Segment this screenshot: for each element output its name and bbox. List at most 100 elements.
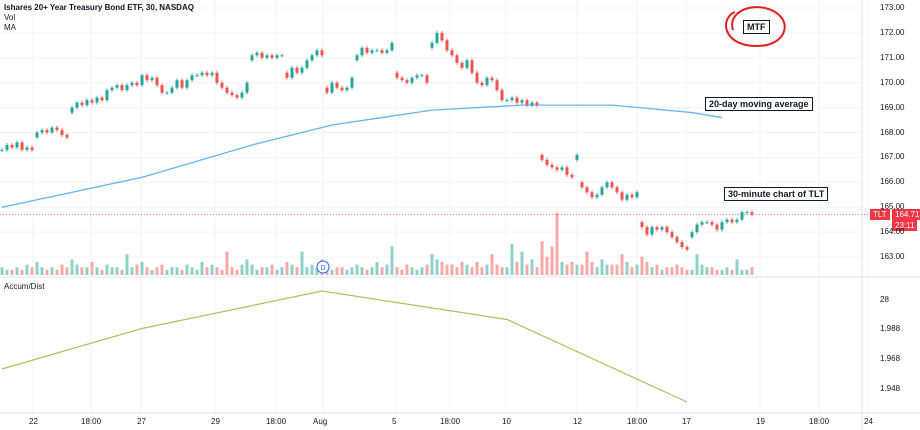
candle-body xyxy=(225,87,229,93)
volume-bar xyxy=(155,267,159,275)
volume-bar xyxy=(580,264,584,275)
time-tick: 18:00 xyxy=(81,417,102,426)
annotation-mtf[interactable]: MTF xyxy=(743,20,770,34)
candle-body xyxy=(240,92,244,98)
candle-body xyxy=(150,77,154,81)
candle-body xyxy=(540,154,544,160)
volume-bar xyxy=(740,269,744,275)
candle-body xyxy=(235,95,239,98)
volume-bar xyxy=(115,267,119,275)
volume-bar xyxy=(20,269,24,275)
candle-body xyxy=(430,42,434,48)
candle-body xyxy=(5,144,9,150)
candle-body xyxy=(440,32,444,41)
time-tick: 5 xyxy=(392,417,397,426)
candle-body xyxy=(210,72,214,76)
candle-body xyxy=(480,82,484,86)
candle-body xyxy=(500,90,504,101)
volume-bar xyxy=(5,269,9,275)
volume-bar xyxy=(685,269,689,275)
candle-body xyxy=(310,55,314,61)
candle-body xyxy=(280,55,284,57)
volume-bar xyxy=(355,264,359,275)
volume-bar xyxy=(715,269,719,275)
price-tick: 172.00 xyxy=(880,27,905,37)
volume-bar xyxy=(215,267,219,275)
accum-dist-tick: 1.968 xyxy=(880,354,901,363)
candle-body xyxy=(595,194,599,198)
volume-bar xyxy=(425,264,429,275)
candle-body xyxy=(450,50,454,56)
candle-body xyxy=(120,85,124,91)
candle-body xyxy=(585,187,589,193)
volume-bar xyxy=(55,269,59,275)
candle-body xyxy=(40,130,44,133)
candle-body xyxy=(315,50,319,56)
candle-body xyxy=(630,194,634,198)
volume-bar xyxy=(305,267,309,275)
volume-bar xyxy=(245,259,249,275)
volume-bar xyxy=(375,262,379,275)
volume-bar xyxy=(140,262,144,275)
candle-body xyxy=(345,87,349,91)
volume-bar xyxy=(100,269,104,275)
candle-body xyxy=(625,194,629,200)
candle-body xyxy=(305,60,309,68)
candle-body xyxy=(460,62,464,68)
volume-bar xyxy=(705,267,709,275)
candle-body xyxy=(505,100,509,102)
candle-body xyxy=(80,102,84,106)
candle-body xyxy=(465,60,469,68)
highlight-circle xyxy=(725,6,786,48)
volume-bar xyxy=(250,264,254,275)
candle-body xyxy=(250,55,254,61)
candle-body xyxy=(485,77,489,86)
candle-body xyxy=(680,242,684,248)
candle-body xyxy=(645,227,649,235)
candle-body xyxy=(35,132,39,138)
volume-bar xyxy=(595,267,599,275)
indicator-vol[interactable]: Vol xyxy=(4,13,16,22)
price-tick: 165.00 xyxy=(880,202,905,212)
candle-body xyxy=(45,130,49,133)
volume-bar xyxy=(455,267,459,275)
volume-bar xyxy=(35,262,39,275)
candle-body xyxy=(640,222,644,228)
volume-bar xyxy=(230,267,234,275)
price-tick: 170.00 xyxy=(880,77,905,87)
dividend-event-icon[interactable] xyxy=(316,260,330,274)
annotation-chart[interactable]: 30-minute chart of TLT xyxy=(724,187,829,201)
volume-bar xyxy=(45,269,49,275)
time-tick: 27 xyxy=(137,417,146,426)
volume-bar xyxy=(555,212,559,275)
volume-bar xyxy=(290,264,294,275)
volume-bar xyxy=(670,267,674,275)
candle-body xyxy=(275,55,279,58)
candle-body xyxy=(160,85,164,93)
volume-bar xyxy=(545,256,549,275)
volume-bar xyxy=(330,269,334,275)
candle-body xyxy=(510,97,514,101)
candle-body xyxy=(100,97,104,101)
volume-bar xyxy=(735,259,739,275)
time-tick: 17 xyxy=(682,417,691,426)
indicator-ma[interactable]: MA xyxy=(4,23,16,32)
volume-bar xyxy=(560,262,564,275)
volume-bar xyxy=(630,267,634,275)
volume-bar xyxy=(435,259,439,275)
annotation-ma[interactable]: 20-day moving average xyxy=(705,97,813,111)
volume-bar xyxy=(150,269,154,275)
volume-bar xyxy=(295,267,299,275)
volume-bar xyxy=(615,264,619,275)
candle-body xyxy=(325,87,329,93)
candle-body xyxy=(605,182,609,188)
candle-body xyxy=(390,42,394,51)
candle-body xyxy=(290,67,294,78)
price-tick: 173.00 xyxy=(880,3,905,12)
volume-bar xyxy=(515,262,519,275)
volume-bar xyxy=(225,251,229,275)
volume-bar xyxy=(90,262,94,275)
candle-body xyxy=(365,47,369,53)
volume-bar xyxy=(405,264,409,275)
